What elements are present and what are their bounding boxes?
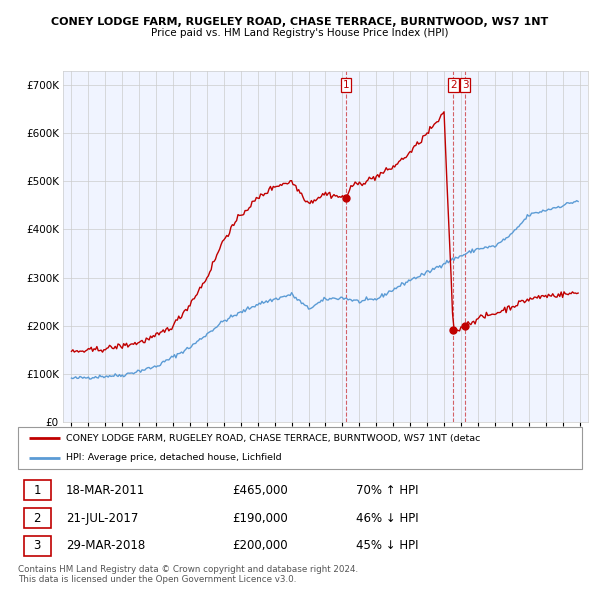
Text: £190,000: £190,000 [232,512,288,525]
Text: CONEY LODGE FARM, RUGELEY ROAD, CHASE TERRACE, BURNTWOOD, WS7 1NT: CONEY LODGE FARM, RUGELEY ROAD, CHASE TE… [52,17,548,27]
Text: Price paid vs. HM Land Registry's House Price Index (HPI): Price paid vs. HM Land Registry's House … [151,28,449,38]
Text: 70% ↑ HPI: 70% ↑ HPI [356,484,419,497]
Text: Contains HM Land Registry data © Crown copyright and database right 2024.: Contains HM Land Registry data © Crown c… [18,565,358,574]
Text: 18-MAR-2011: 18-MAR-2011 [66,484,145,497]
Text: 2: 2 [450,80,457,90]
Text: 29-MAR-2018: 29-MAR-2018 [66,539,145,552]
Text: 45% ↓ HPI: 45% ↓ HPI [356,539,419,552]
Text: 3: 3 [462,80,469,90]
Text: HPI: Average price, detached house, Lichfield: HPI: Average price, detached house, Lich… [66,453,281,462]
Text: 1: 1 [343,80,349,90]
Text: 3: 3 [34,539,41,552]
Text: 21-JUL-2017: 21-JUL-2017 [66,512,139,525]
FancyBboxPatch shape [23,536,51,556]
FancyBboxPatch shape [23,508,51,528]
Text: 46% ↓ HPI: 46% ↓ HPI [356,512,419,525]
Text: £200,000: £200,000 [232,539,288,552]
Text: £465,000: £465,000 [232,484,288,497]
Text: 1: 1 [34,484,41,497]
FancyBboxPatch shape [18,427,582,469]
Text: This data is licensed under the Open Government Licence v3.0.: This data is licensed under the Open Gov… [18,575,296,584]
Text: CONEY LODGE FARM, RUGELEY ROAD, CHASE TERRACE, BURNTWOOD, WS7 1NT (detac: CONEY LODGE FARM, RUGELEY ROAD, CHASE TE… [66,434,481,442]
FancyBboxPatch shape [23,480,51,500]
Text: 2: 2 [34,512,41,525]
